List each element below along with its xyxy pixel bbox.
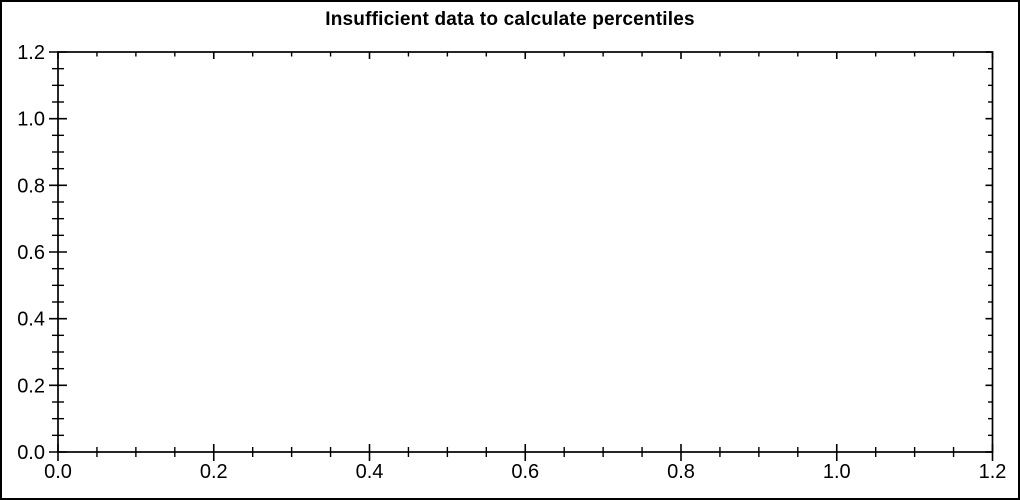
x-tick-label: 0.4 bbox=[356, 461, 384, 483]
chart-title: Insufficient data to calculate percentil… bbox=[325, 9, 695, 30]
x-tick-label: 0.2 bbox=[200, 461, 228, 483]
y-tick-label: 1.2 bbox=[17, 42, 45, 64]
y-tick-label: 0.2 bbox=[17, 375, 45, 397]
y-axis-tick-labels: 1.2 1.0 0.8 0.6 0.4 0.2 0.0 bbox=[17, 42, 45, 464]
y-tick-label: 1.0 bbox=[17, 109, 45, 131]
y-tick-label: 0.8 bbox=[17, 175, 45, 197]
x-tick-label: 1.0 bbox=[823, 461, 851, 483]
y-tick-label: 0.4 bbox=[17, 309, 45, 331]
x-tick-label: 0.0 bbox=[44, 461, 72, 483]
x-tick-label: 1.2 bbox=[979, 461, 1007, 483]
x-axis-ticks bbox=[57, 52, 994, 461]
x-tick-label: 0.6 bbox=[511, 461, 539, 483]
x-axis-tick-labels: 0.0 0.2 0.4 0.6 0.8 1.0 1.2 bbox=[44, 461, 1006, 483]
x-tick-label: 0.8 bbox=[667, 461, 695, 483]
y-axis-ticks bbox=[49, 51, 993, 453]
plot-frame bbox=[57, 51, 994, 453]
y-tick-label: 0.6 bbox=[17, 242, 45, 264]
y-tick-label: 0.0 bbox=[17, 442, 45, 464]
